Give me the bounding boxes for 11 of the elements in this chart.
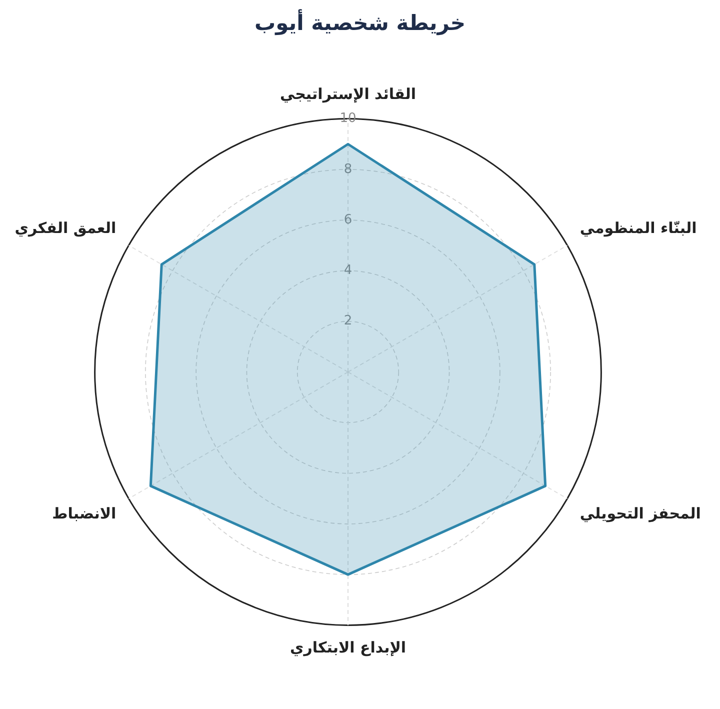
y-tick-label: 2: [344, 314, 352, 329]
chart-title: خريطة شخصية أيوب: [253, 8, 467, 38]
spoke-label: الإبداع الابتكاري: [290, 638, 406, 657]
y-tick-label: 6: [344, 212, 352, 228]
spoke-label: الانضباط: [52, 504, 116, 523]
spoke-label: البنّاء المنظومي: [580, 219, 697, 238]
spoke-label: القائد الإستراتيجي: [280, 85, 416, 104]
y-tick-label: 8: [344, 162, 352, 177]
spoke-label: المحفز التحويلي: [580, 504, 701, 523]
y-tick-label: 4: [344, 263, 352, 278]
spoke-label: العمق الفكري: [14, 219, 116, 238]
